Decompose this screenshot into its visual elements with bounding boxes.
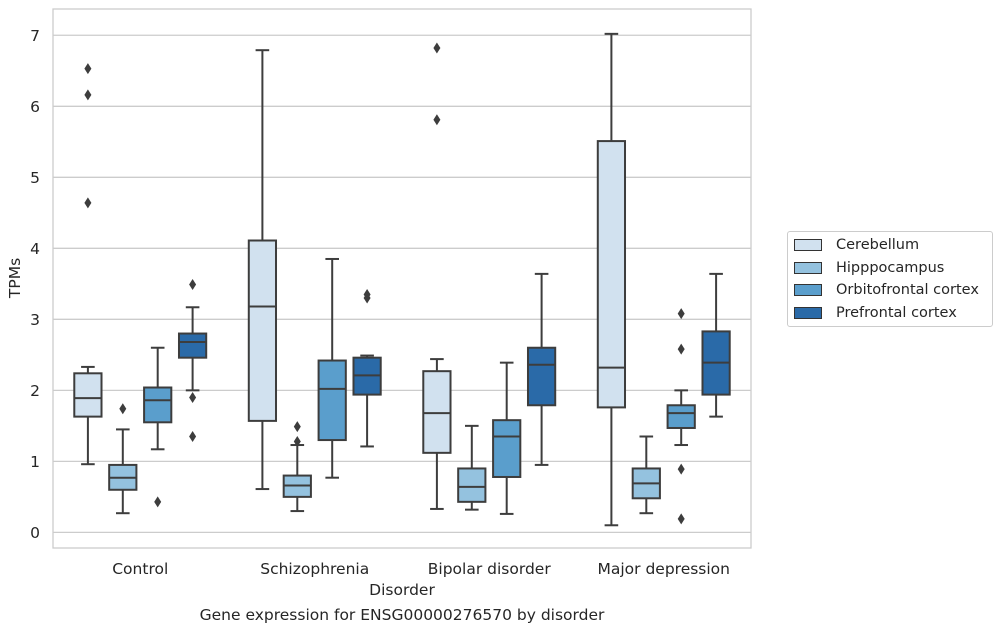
- box-hipppocampus: [631, 435, 661, 515]
- chart-caption: Gene expression for ENSG00000276570 by d…: [199, 606, 605, 624]
- outlier-point: [677, 463, 685, 475]
- outlier-point: [154, 496, 162, 508]
- box-prefrontal-cortex: [352, 288, 382, 448]
- outlier-point: [189, 279, 197, 291]
- box-body: [247, 239, 278, 422]
- y-tick-label: 1: [30, 453, 40, 471]
- box-cerebellum: [247, 49, 278, 491]
- box-body: [317, 359, 347, 442]
- box-orbitofrontal-cortex: [666, 308, 696, 525]
- y-tick-label: 6: [30, 98, 40, 116]
- box-hipppocampus: [282, 421, 312, 513]
- x-tick-label: Bipolar disorder: [428, 560, 552, 578]
- y-tick-label: 2: [30, 382, 40, 400]
- box-cerebellum: [596, 32, 627, 527]
- legend-swatch: [794, 307, 822, 320]
- box-cerebellum: [422, 42, 452, 510]
- x-tick-label: Major depression: [597, 560, 730, 578]
- legend-label: Cerebellum: [836, 237, 920, 253]
- outlier-point: [677, 343, 685, 355]
- box-body: [526, 346, 557, 407]
- outlier-point: [84, 63, 92, 75]
- y-tick-label: 5: [30, 169, 40, 187]
- box-orbitofrontal-cortex: [317, 257, 347, 479]
- box-body: [492, 419, 522, 478]
- y-axis-label: TPMs: [6, 258, 24, 299]
- legend-swatch: [794, 261, 822, 274]
- y-tick-label: 3: [30, 311, 40, 329]
- box-orbitofrontal-cortex: [143, 346, 173, 508]
- y-tick-label: 7: [30, 27, 40, 45]
- box-prefrontal-cortex: [526, 272, 557, 466]
- outlier-point: [84, 89, 92, 101]
- x-axis-label: Disorder: [369, 581, 435, 599]
- box-cerebellum: [73, 63, 103, 466]
- x-axis-ticks: Control Schizophrenia Bipolar disorder Majo…: [112, 560, 730, 578]
- box-body: [422, 370, 452, 454]
- box-hipppocampus: [108, 403, 138, 515]
- box-hipppocampus: [457, 424, 487, 511]
- outlier-point: [677, 513, 685, 525]
- box-plot-series: [73, 32, 731, 527]
- outlier-point: [293, 435, 301, 447]
- outlier-point: [189, 391, 197, 403]
- outlier-point: [363, 288, 371, 300]
- outlier-point: [293, 421, 301, 433]
- legend-label: Hipppocampus: [836, 259, 945, 276]
- legend-item: Cerebellum: [794, 234, 919, 256]
- legend-item: Orbitofrontal cortex: [794, 279, 979, 301]
- outlier-point: [119, 403, 127, 415]
- legend-item: Hipppocampus: [794, 257, 944, 279]
- box-body: [457, 467, 487, 503]
- x-tick-label: Schizophrenia: [260, 560, 369, 578]
- legend: Cerebellum Hipppocampus Orbitofrontal cort…: [787, 231, 993, 327]
- plot-frame: [52, 8, 752, 549]
- legend-label: Prefrontal cortex: [836, 305, 957, 322]
- x-tick-label: Control: [112, 560, 168, 578]
- legend-swatch: [794, 239, 822, 251]
- box-body: [596, 140, 627, 409]
- legend-swatch: [794, 284, 822, 297]
- box-prefrontal-cortex: [701, 272, 731, 418]
- legend-label: Orbitofrontal cortex: [836, 282, 979, 299]
- box-orbitofrontal-cortex: [492, 361, 522, 515]
- outlier-point: [433, 114, 441, 126]
- y-axis-ticks: 0 1 2 3 4 5 6 7: [30, 27, 40, 542]
- box-body: [143, 386, 173, 424]
- outlier-point: [433, 42, 441, 54]
- outlier-point: [189, 431, 197, 443]
- outlier-point: [84, 197, 92, 209]
- legend-item: Prefrontal cortex: [794, 302, 957, 324]
- y-tick-label: 4: [30, 240, 40, 258]
- box-body: [73, 372, 103, 418]
- outlier-point: [677, 308, 685, 320]
- y-tick-label: 0: [30, 524, 40, 542]
- box-body: [177, 332, 208, 359]
- box-prefrontal-cortex: [177, 279, 208, 443]
- box-body: [666, 404, 696, 429]
